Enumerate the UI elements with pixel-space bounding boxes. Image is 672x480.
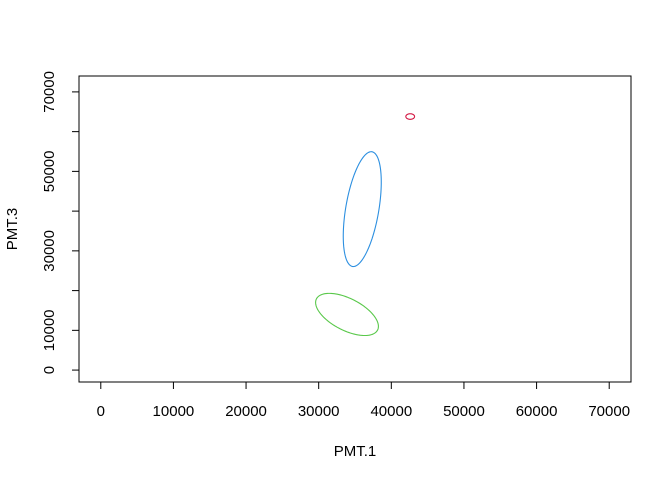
x-tick-label: 70000	[588, 403, 630, 420]
ellipse	[315, 292, 379, 337]
plot-box	[78, 75, 632, 383]
y-tick-label: 30000	[41, 230, 58, 272]
x-tick-label: 60000	[516, 403, 558, 420]
y-tick-label: 0	[41, 366, 58, 374]
x-tick-label: 0	[97, 403, 105, 420]
x-tick-label: 40000	[370, 403, 412, 420]
y-tick-label: 10000	[41, 309, 58, 351]
ellipses	[315, 113, 416, 337]
x-tick-label: 10000	[153, 403, 195, 420]
ellipse	[342, 151, 382, 268]
x-tick-label: 30000	[298, 403, 340, 420]
y-tick-label: 70000	[41, 71, 58, 113]
x-tick-label: 20000	[225, 403, 267, 420]
ellipse	[405, 113, 416, 120]
x-tick-label: 50000	[443, 403, 485, 420]
y-axis: 0 10000 30000 50000 70000	[41, 71, 80, 374]
x-axis-label: PMT.1	[334, 443, 377, 460]
y-tick-label: 50000	[41, 151, 58, 193]
y-axis-label: PMT.3	[4, 208, 21, 251]
x-axis: 0 10000 20000 30000 40000 50000 60000 70000	[97, 381, 630, 420]
